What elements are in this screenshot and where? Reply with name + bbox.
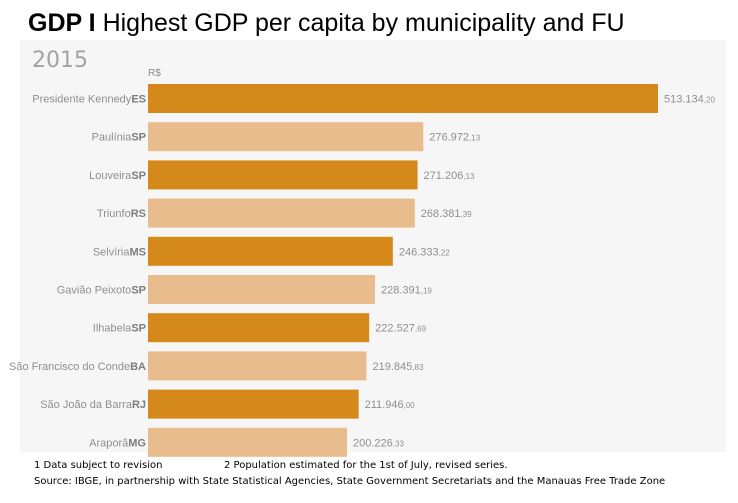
category-fu: RS — [131, 208, 146, 220]
value-label-6: 222.527,69 — [375, 323, 426, 335]
bar-2 — [148, 160, 418, 190]
value-label-1: 276.972,13 — [429, 132, 480, 144]
category-label-4: SelvíriaMS — [93, 246, 146, 258]
value-integer: 228.391 — [381, 285, 421, 297]
value-label-3: 268.381,39 — [421, 208, 472, 220]
bar-1 — [148, 122, 424, 152]
category-label-5: Gavião PeixotoSP — [57, 285, 146, 297]
category-fu: ES — [131, 94, 146, 106]
value-integer: 222.527 — [375, 323, 415, 335]
value-label-0: 513.134,20 — [664, 94, 715, 106]
bar-9 — [148, 427, 348, 457]
year-label: 2015 — [32, 48, 88, 73]
value-label-5: 228.391,19 — [381, 285, 432, 297]
category-municipality: Selvíria — [93, 246, 131, 258]
value-decimal: ,00 — [404, 401, 416, 410]
source-note: Source: IBGE, in partnership with State … — [34, 476, 666, 487]
value-decimal: ,13 — [463, 172, 475, 181]
value-integer: 219.845 — [373, 361, 413, 373]
category-fu: RJ — [132, 399, 146, 411]
category-label-1: PaulíniaSP — [92, 132, 146, 144]
value-decimal: ,13 — [469, 134, 481, 143]
category-label-8: São João da BarraRJ — [40, 399, 146, 411]
category-fu: SP — [131, 132, 146, 144]
value-label-8: 211.946,00 — [365, 399, 416, 411]
category-municipality: Louveira — [89, 170, 132, 182]
value-label-9: 200.226,33 — [353, 437, 404, 449]
bar-0 — [148, 84, 658, 113]
category-municipality: Araporã — [89, 437, 129, 449]
bar-6 — [148, 313, 370, 343]
category-municipality: Presidente Kennedy — [32, 94, 132, 106]
category-fu: SP — [131, 170, 146, 182]
category-fu: SP — [131, 285, 146, 297]
value-integer: 271.206 — [424, 170, 464, 182]
value-decimal: ,19 — [421, 287, 433, 296]
value-integer: 268.381 — [421, 208, 461, 220]
category-municipality: Triunfo — [97, 208, 131, 220]
chart-title-rest: Highest GDP per capita by municipality a… — [95, 9, 625, 37]
category-municipality: São Francisco do Conde — [9, 361, 130, 373]
category-municipality: Gavião Peixoto — [57, 285, 132, 297]
value-integer: 211.946 — [365, 399, 404, 411]
category-label-3: TriunfoRS — [97, 208, 146, 220]
chart-title: GDP I Highest GDP per capita by municipa… — [28, 9, 631, 38]
value-decimal: ,83 — [412, 363, 424, 372]
value-decimal: ,22 — [439, 248, 451, 257]
category-municipality: Ilhabela — [93, 323, 132, 335]
bar-5 — [148, 275, 375, 304]
category-label-6: IlhabelaSP — [93, 323, 146, 335]
bar-4 — [148, 236, 393, 266]
value-label-7: 219.845,83 — [373, 361, 424, 373]
category-municipality: Paulínia — [92, 132, 133, 144]
category-label-9: AraporãMG — [89, 437, 146, 449]
bar-7 — [148, 351, 367, 381]
note-population: 2 Population estimated for the 1st of Ju… — [224, 460, 508, 471]
category-fu: BA — [130, 361, 146, 373]
value-label-4: 246.333,22 — [399, 246, 450, 258]
category-fu: SP — [131, 323, 146, 335]
value-decimal: ,39 — [461, 210, 473, 219]
value-label-2: 271.206,13 — [424, 170, 475, 182]
value-integer: 246.333 — [399, 246, 439, 258]
category-fu: MG — [128, 437, 146, 449]
category-municipality: São João da Barra — [40, 399, 133, 411]
category-fu: MS — [130, 246, 147, 258]
bar-3 — [148, 198, 415, 228]
value-decimal: ,20 — [704, 96, 716, 105]
category-label-0: Presidente KennedyES — [32, 94, 146, 106]
value-integer: 276.972 — [429, 132, 469, 144]
category-label-7: São Francisco do CondeBA — [9, 361, 146, 373]
value-decimal: ,69 — [415, 325, 427, 334]
value-decimal: ,33 — [393, 439, 405, 448]
value-integer: 513.134 — [664, 94, 704, 106]
value-integer: 200.226 — [353, 437, 393, 449]
bar-8 — [148, 389, 359, 419]
unit-label: R$ — [148, 68, 161, 79]
chart-title-bold: GDP I — [28, 9, 96, 37]
note-revision: 1 Data subject to revision — [34, 460, 163, 471]
category-label-2: LouveiraSP — [89, 170, 146, 182]
